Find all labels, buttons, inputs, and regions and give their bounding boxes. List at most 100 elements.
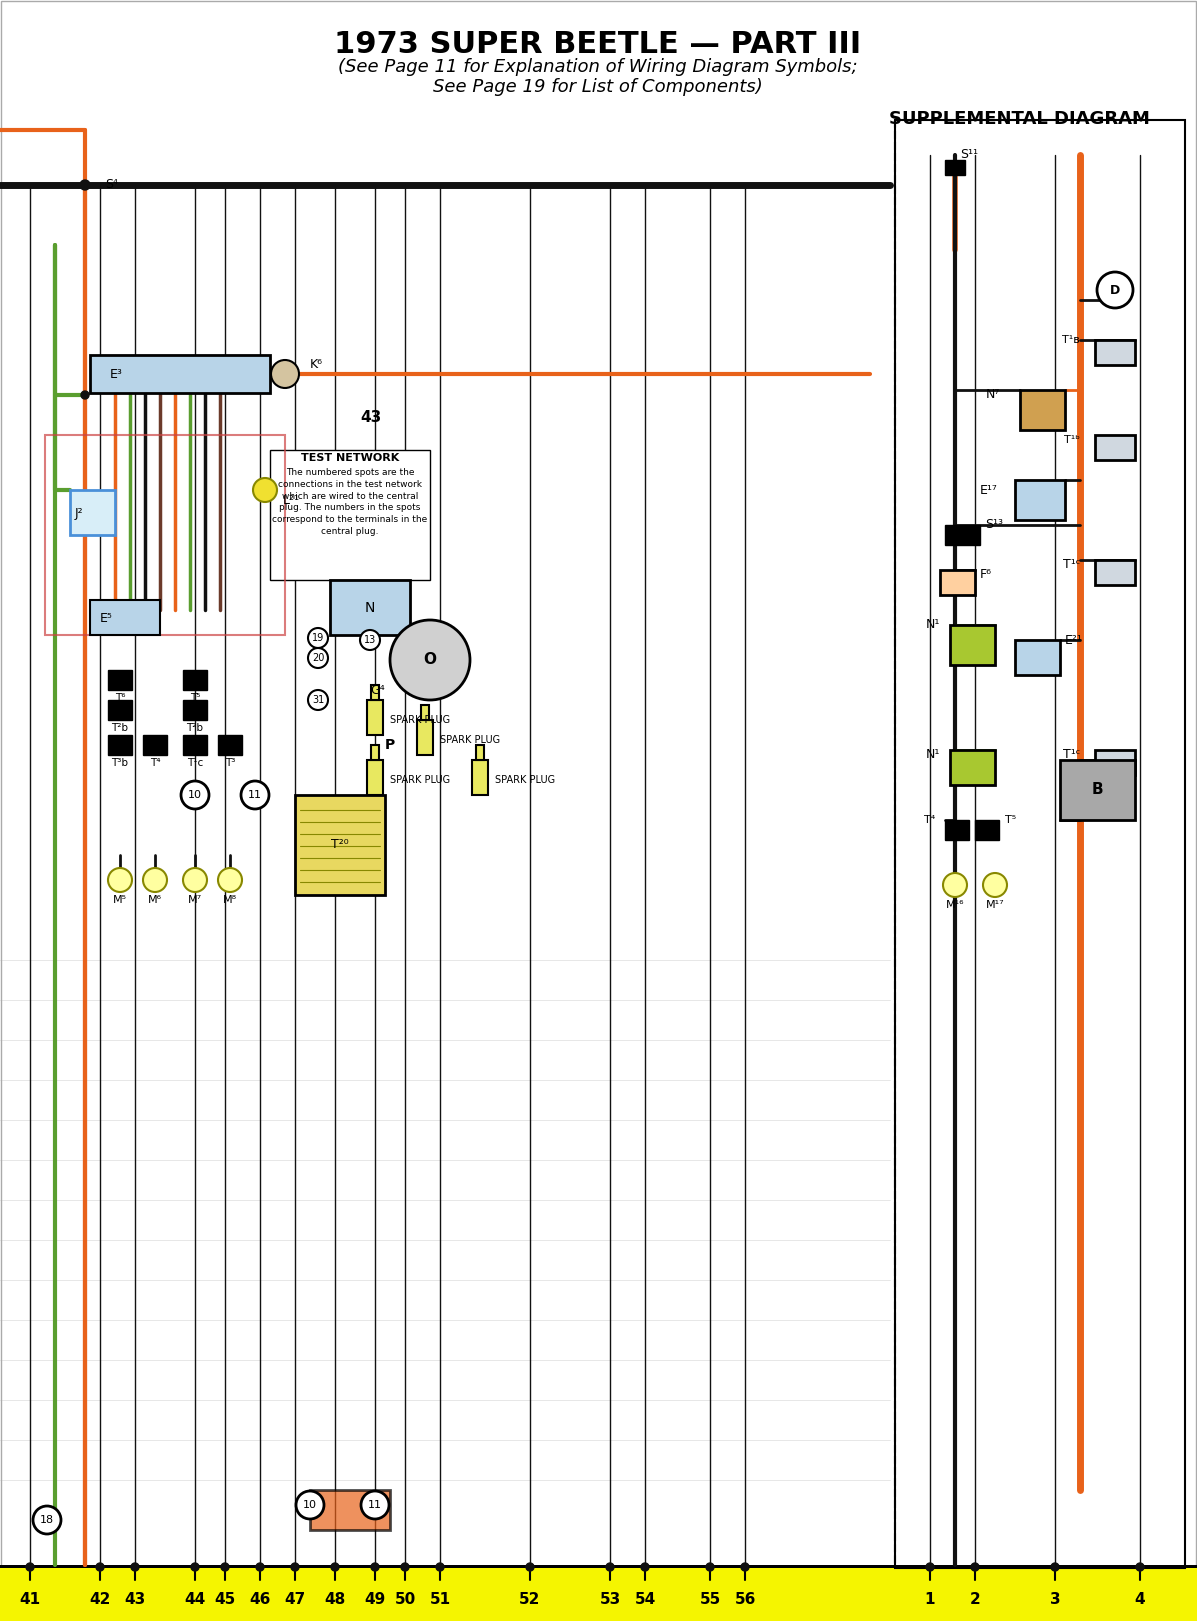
- Bar: [371, 746, 379, 760]
- Text: S¹¹: S¹¹: [960, 149, 978, 162]
- Text: T¹ᵇ: T¹ᵇ: [1064, 434, 1080, 446]
- Text: SPARK PLUG: SPARK PLUG: [440, 734, 500, 746]
- Bar: [944, 820, 970, 840]
- Circle shape: [706, 1563, 713, 1571]
- Text: 11: 11: [248, 789, 262, 801]
- Circle shape: [943, 874, 967, 896]
- Circle shape: [34, 1506, 61, 1533]
- Circle shape: [130, 1563, 139, 1571]
- Text: T¹ʙ: T¹ʙ: [1063, 336, 1080, 345]
- Text: T¹ᶜ: T¹ᶜ: [1063, 749, 1080, 762]
- Bar: [1095, 559, 1135, 585]
- Circle shape: [401, 1563, 409, 1571]
- Bar: [108, 700, 132, 720]
- Text: G⁴: G⁴: [370, 684, 384, 697]
- Text: T¹ᶜ: T¹ᶜ: [1063, 559, 1080, 572]
- Text: S⁴: S⁴: [105, 178, 119, 191]
- Text: E³: E³: [110, 368, 123, 381]
- Text: B: B: [1092, 783, 1102, 798]
- Text: 41: 41: [19, 1592, 41, 1608]
- Text: 19: 19: [312, 632, 324, 644]
- Circle shape: [525, 1563, 534, 1571]
- Text: L²¹: L²¹: [282, 493, 300, 506]
- Text: M¹⁷: M¹⁷: [985, 900, 1004, 909]
- Circle shape: [96, 1563, 104, 1571]
- Text: SPARK PLUG: SPARK PLUG: [390, 715, 450, 725]
- Bar: [183, 700, 207, 720]
- Text: E¹⁷: E¹⁷: [980, 483, 998, 496]
- Text: 47: 47: [285, 1592, 305, 1608]
- Text: T⁵: T⁵: [190, 694, 200, 704]
- Text: T²b: T²b: [187, 723, 203, 733]
- Text: 46: 46: [249, 1592, 271, 1608]
- Text: SPARK PLUG: SPARK PLUG: [496, 775, 555, 785]
- Bar: [950, 751, 995, 785]
- Bar: [90, 600, 160, 635]
- Bar: [142, 734, 168, 755]
- Bar: [371, 686, 379, 700]
- Bar: [183, 734, 207, 755]
- Circle shape: [308, 648, 328, 668]
- Circle shape: [296, 1491, 324, 1519]
- Text: 52: 52: [519, 1592, 541, 1608]
- Bar: [108, 669, 132, 691]
- Bar: [895, 120, 1185, 1568]
- Bar: [108, 734, 132, 755]
- Bar: [45, 434, 285, 635]
- Text: 44: 44: [184, 1592, 206, 1608]
- Bar: [976, 820, 999, 840]
- Text: 3: 3: [1050, 1592, 1061, 1608]
- Text: 49: 49: [364, 1592, 385, 1608]
- Text: 48: 48: [324, 1592, 346, 1608]
- Text: T³: T³: [225, 759, 235, 768]
- Text: M⁶: M⁶: [148, 895, 162, 905]
- Text: N: N: [365, 601, 375, 614]
- Text: 53: 53: [600, 1592, 620, 1608]
- Circle shape: [192, 1563, 199, 1571]
- Bar: [1015, 480, 1065, 520]
- Text: See Page 19 for List of Components): See Page 19 for List of Components): [433, 78, 762, 96]
- Text: 54: 54: [634, 1592, 656, 1608]
- Circle shape: [81, 391, 89, 399]
- Bar: [0, 1568, 1197, 1621]
- Circle shape: [1136, 1563, 1144, 1571]
- Bar: [950, 626, 995, 665]
- Text: M⁷: M⁷: [188, 895, 202, 905]
- Bar: [1020, 391, 1065, 430]
- Text: E²¹: E²¹: [1065, 634, 1083, 647]
- Bar: [367, 760, 383, 794]
- Bar: [476, 746, 484, 760]
- Text: 51: 51: [430, 1592, 450, 1608]
- Text: 1: 1: [925, 1592, 935, 1608]
- Bar: [1061, 760, 1135, 820]
- Bar: [0, 1564, 1197, 1568]
- Text: T¹c: T¹c: [187, 759, 203, 768]
- Text: S¹³: S¹³: [985, 519, 1003, 532]
- Text: T⁶: T⁶: [115, 694, 126, 704]
- Text: 55: 55: [699, 1592, 721, 1608]
- Circle shape: [332, 1563, 339, 1571]
- Bar: [940, 571, 976, 595]
- Text: 2: 2: [970, 1592, 980, 1608]
- Circle shape: [108, 867, 132, 892]
- Text: J²: J²: [75, 507, 84, 520]
- Circle shape: [926, 1563, 934, 1571]
- Text: 20: 20: [311, 653, 324, 663]
- Bar: [944, 525, 980, 545]
- Circle shape: [741, 1563, 749, 1571]
- Circle shape: [256, 1563, 265, 1571]
- Circle shape: [360, 631, 379, 650]
- Circle shape: [271, 360, 299, 387]
- Circle shape: [971, 1563, 979, 1571]
- Text: O: O: [424, 653, 437, 668]
- Text: SPARK PLUG: SPARK PLUG: [390, 775, 450, 785]
- Circle shape: [983, 874, 1007, 896]
- Text: P: P: [385, 738, 395, 752]
- Text: D: D: [1110, 284, 1120, 297]
- Text: SUPPLEMENTAL DIAGRAM: SUPPLEMENTAL DIAGRAM: [889, 110, 1150, 128]
- Bar: [69, 490, 115, 535]
- Circle shape: [26, 1563, 34, 1571]
- Text: M⁵: M⁵: [113, 895, 127, 905]
- Text: E⁵: E⁵: [101, 611, 113, 624]
- Circle shape: [241, 781, 269, 809]
